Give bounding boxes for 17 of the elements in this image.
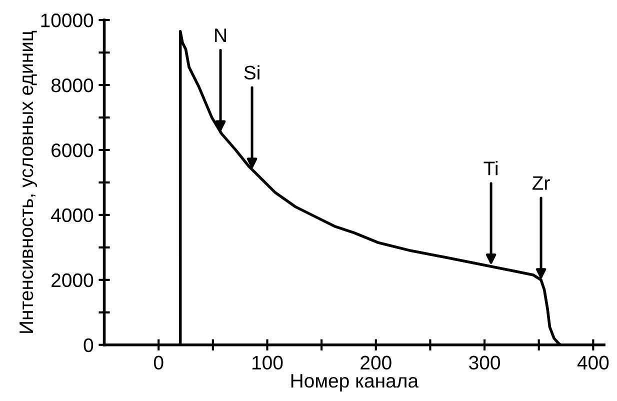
x-axis-title: Номер канала <box>291 374 419 392</box>
annotation: Si <box>244 65 260 80</box>
annotation: Zr <box>532 176 550 190</box>
x-tick-label: 200 <box>360 356 392 370</box>
y-tick-label: 6000 <box>52 143 94 158</box>
x-tick-label: 400 <box>577 356 609 370</box>
y-tick-label: 2000 <box>52 273 94 288</box>
y-axis-title: Интенсивность, условных единиц <box>20 30 38 333</box>
y-tick-label: 8000 <box>51 78 94 92</box>
annotation: N <box>215 28 226 42</box>
x-tick-label: 300 <box>469 356 500 370</box>
y-tick-label: 10000 <box>41 14 94 28</box>
x-tick-label: 0 <box>154 356 164 370</box>
y-tick-label: 0 <box>84 338 94 352</box>
x-tick-label: 100 <box>252 356 283 370</box>
y-tick-label: 4000 <box>51 208 94 222</box>
annotation: Ti <box>484 161 498 176</box>
